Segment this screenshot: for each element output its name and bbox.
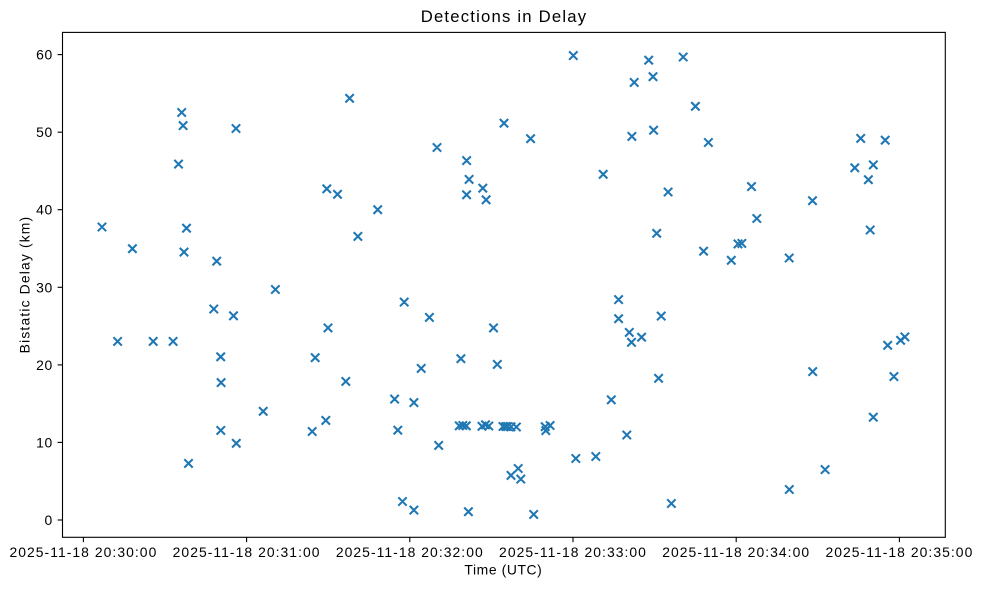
svg-text:2025-11-18 20:30:00: 2025-11-18 20:30:00 bbox=[9, 544, 157, 560]
svg-text:2025-11-18 20:32:00: 2025-11-18 20:32:00 bbox=[336, 544, 484, 560]
svg-text:50: 50 bbox=[36, 124, 53, 140]
svg-text:2025-11-18 20:33:00: 2025-11-18 20:33:00 bbox=[499, 544, 647, 560]
svg-text:40: 40 bbox=[36, 202, 53, 218]
svg-text:2025-11-18 20:35:00: 2025-11-18 20:35:00 bbox=[825, 544, 973, 560]
svg-text:Time (UTC): Time (UTC) bbox=[464, 562, 542, 578]
svg-text:30: 30 bbox=[36, 279, 53, 295]
svg-text:Detections in Delay: Detections in Delay bbox=[421, 7, 588, 26]
svg-text:10: 10 bbox=[36, 434, 53, 450]
svg-text:0: 0 bbox=[44, 512, 52, 528]
svg-text:2025-11-18 20:31:00: 2025-11-18 20:31:00 bbox=[173, 544, 321, 560]
svg-text:60: 60 bbox=[36, 47, 53, 63]
svg-text:2025-11-18 20:34:00: 2025-11-18 20:34:00 bbox=[662, 544, 810, 560]
svg-text:Bistatic Delay (km): Bistatic Delay (km) bbox=[17, 216, 33, 354]
svg-text:20: 20 bbox=[36, 357, 53, 373]
